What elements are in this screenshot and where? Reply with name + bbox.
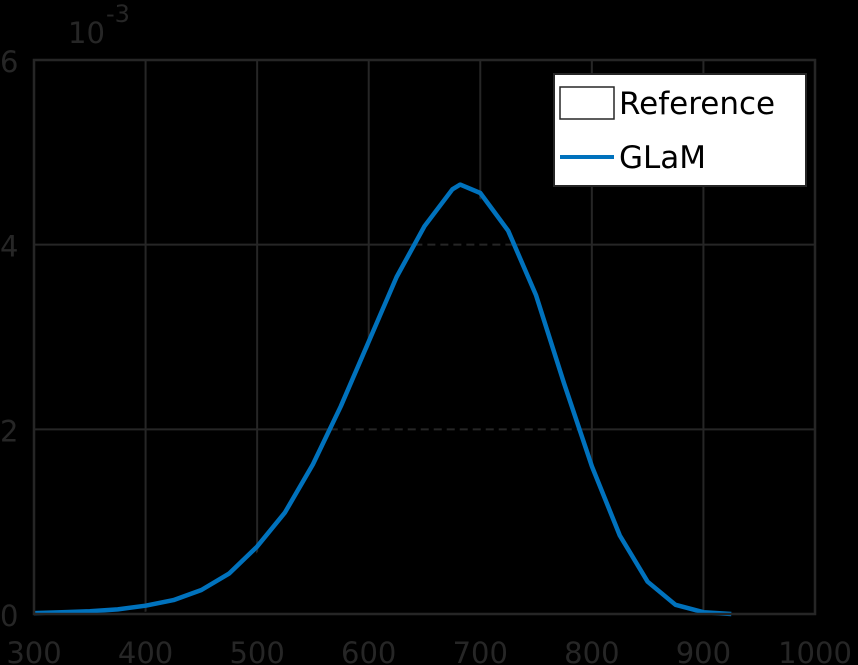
x-tick-label: 600 xyxy=(341,636,396,665)
x-tick-label: 400 xyxy=(118,636,173,665)
legend: Reference GLaM xyxy=(553,73,807,187)
y-tick-label: 2 xyxy=(0,414,18,448)
y-tick-label: 4 xyxy=(0,230,18,264)
x-tick-label: 900 xyxy=(676,636,731,665)
legend-glam-label: GLaM xyxy=(619,140,706,176)
glam-series-line xyxy=(33,182,732,617)
legend-reference-swatch xyxy=(559,86,615,120)
x-tick-label: 300 xyxy=(6,636,61,665)
y-tick-label: 6 xyxy=(0,45,18,79)
reference-fill xyxy=(34,190,732,620)
x-tick-label: 500 xyxy=(229,636,284,665)
svg-text:10: 10 xyxy=(68,16,105,50)
legend-reference-label: Reference xyxy=(619,86,775,122)
axes-box xyxy=(32,58,817,616)
y-exponent-label: 10 -3 xyxy=(68,0,130,50)
x-axis-ticks: 300 400 500 600 700 800 900 1000 xyxy=(6,636,852,665)
svg-text:-3: -3 xyxy=(106,0,130,28)
x-tick-label: 800 xyxy=(564,636,619,665)
y-tick-label: 0 xyxy=(0,599,18,633)
x-tick-label: 1000 xyxy=(778,636,852,665)
y-axis-ticks: 0 2 4 6 xyxy=(0,45,18,633)
x-tick-label: 700 xyxy=(453,636,508,665)
